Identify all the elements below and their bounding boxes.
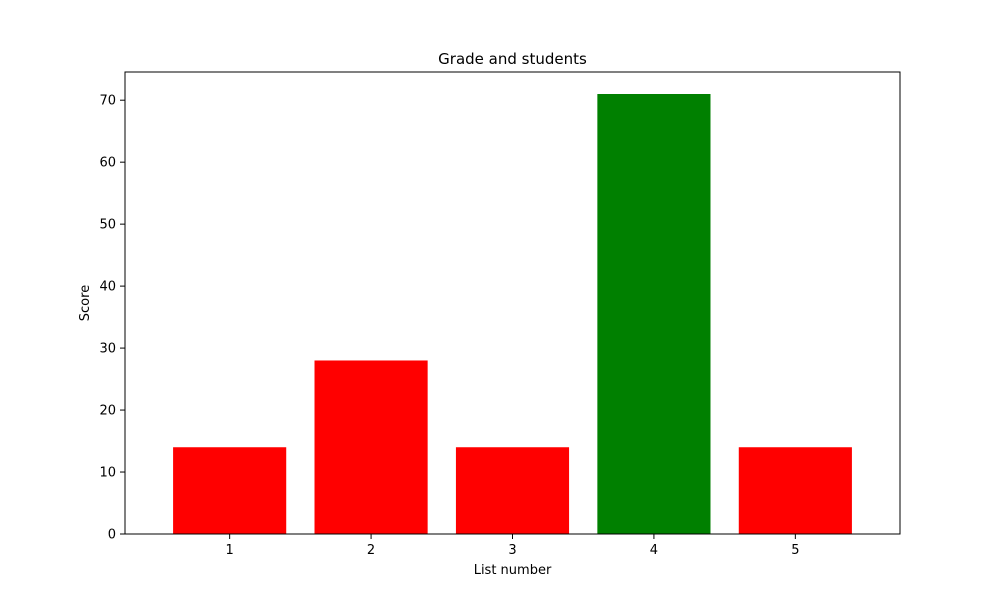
bar-4 <box>597 94 711 534</box>
y-tick-label: 50 <box>99 218 116 233</box>
y-tick-label: 30 <box>99 342 116 357</box>
y-tick-label: 10 <box>99 466 116 481</box>
y-tick-label: 40 <box>99 280 116 295</box>
x-tick-label: 5 <box>791 543 799 558</box>
bar-3 <box>455 447 570 534</box>
x-tick-label: 4 <box>650 543 658 558</box>
bar-5 <box>738 447 852 534</box>
y-tick-label: 0 <box>108 528 116 543</box>
y-tick-label: 20 <box>99 404 116 419</box>
x-tick-label: 2 <box>367 543 375 558</box>
bar-2 <box>314 360 428 534</box>
x-tick-label: 3 <box>508 543 516 558</box>
bar-1 <box>173 447 287 534</box>
y-axis-label: Score <box>78 285 93 321</box>
x-tick-label: 1 <box>226 543 234 558</box>
x-axis-label: List number <box>474 563 552 578</box>
chart-title: Grade and students <box>438 50 587 68</box>
y-tick-label: 70 <box>99 94 116 109</box>
y-tick-label: 60 <box>99 156 116 171</box>
